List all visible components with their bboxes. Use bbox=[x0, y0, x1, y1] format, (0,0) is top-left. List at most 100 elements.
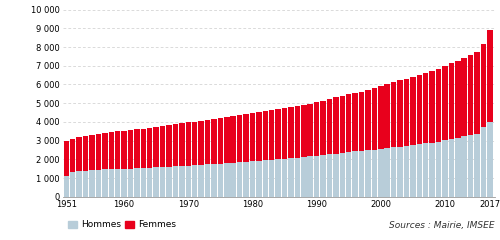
Bar bbox=[128, 168, 133, 197]
Bar bbox=[282, 159, 288, 197]
Bar bbox=[262, 111, 268, 160]
Bar bbox=[205, 120, 210, 164]
Bar bbox=[70, 139, 75, 172]
Bar bbox=[76, 137, 82, 171]
Bar bbox=[70, 172, 75, 197]
Bar bbox=[448, 139, 454, 197]
Bar bbox=[436, 142, 442, 197]
Bar bbox=[256, 112, 262, 161]
Bar bbox=[166, 167, 172, 197]
Bar bbox=[372, 150, 377, 197]
Bar bbox=[172, 124, 178, 166]
Bar bbox=[244, 162, 249, 197]
Bar bbox=[398, 80, 403, 147]
Bar bbox=[179, 123, 184, 166]
Bar bbox=[198, 121, 204, 165]
Bar bbox=[340, 96, 345, 153]
Bar bbox=[276, 109, 281, 159]
Text: Sources : Mairie, IMSEE: Sources : Mairie, IMSEE bbox=[390, 221, 495, 230]
Bar bbox=[346, 94, 352, 152]
Bar bbox=[282, 108, 288, 159]
Bar bbox=[160, 167, 166, 197]
Bar bbox=[244, 114, 249, 162]
Bar bbox=[410, 145, 416, 197]
Bar bbox=[154, 168, 159, 197]
Bar bbox=[147, 128, 152, 168]
Bar bbox=[134, 168, 140, 197]
Bar bbox=[166, 125, 172, 167]
Bar bbox=[378, 149, 384, 197]
Bar bbox=[115, 131, 120, 169]
Bar bbox=[205, 164, 210, 197]
Bar bbox=[462, 136, 467, 197]
Bar bbox=[224, 117, 230, 163]
Bar bbox=[230, 116, 236, 163]
Bar bbox=[474, 133, 480, 197]
Bar bbox=[320, 101, 326, 155]
Legend: Hommes, Femmes: Hommes, Femmes bbox=[64, 217, 180, 233]
Bar bbox=[64, 176, 69, 197]
Bar bbox=[230, 163, 236, 197]
Bar bbox=[359, 92, 364, 151]
Bar bbox=[423, 73, 428, 144]
Bar bbox=[416, 144, 422, 197]
Bar bbox=[384, 148, 390, 197]
Bar bbox=[211, 119, 216, 164]
Bar bbox=[192, 165, 198, 197]
Bar bbox=[326, 154, 332, 197]
Bar bbox=[404, 146, 409, 197]
Bar bbox=[147, 168, 152, 197]
Bar bbox=[378, 86, 384, 149]
Bar bbox=[237, 115, 242, 162]
Bar bbox=[352, 151, 358, 197]
Bar bbox=[404, 79, 409, 146]
Bar bbox=[160, 126, 166, 167]
Bar bbox=[430, 71, 435, 143]
Bar bbox=[442, 66, 448, 140]
Bar bbox=[122, 131, 127, 169]
Bar bbox=[391, 82, 396, 147]
Bar bbox=[487, 121, 492, 197]
Bar bbox=[352, 93, 358, 151]
Bar bbox=[301, 157, 306, 197]
Bar bbox=[398, 147, 403, 197]
Bar bbox=[308, 104, 313, 156]
Bar bbox=[474, 52, 480, 133]
Bar bbox=[128, 130, 133, 168]
Bar bbox=[455, 60, 460, 138]
Bar bbox=[372, 88, 377, 150]
Bar bbox=[224, 163, 230, 197]
Bar bbox=[448, 63, 454, 139]
Bar bbox=[294, 158, 300, 197]
Bar bbox=[333, 154, 338, 197]
Bar bbox=[294, 106, 300, 158]
Bar bbox=[102, 133, 108, 169]
Bar bbox=[154, 127, 159, 168]
Bar bbox=[198, 165, 204, 197]
Bar bbox=[276, 159, 281, 197]
Bar bbox=[172, 166, 178, 197]
Bar bbox=[314, 102, 320, 156]
Bar bbox=[320, 155, 326, 197]
Bar bbox=[365, 90, 370, 150]
Bar bbox=[186, 166, 191, 197]
Bar bbox=[140, 168, 146, 197]
Bar bbox=[391, 147, 396, 197]
Bar bbox=[102, 169, 108, 197]
Bar bbox=[96, 134, 101, 170]
Bar bbox=[480, 127, 486, 197]
Bar bbox=[430, 143, 435, 197]
Bar bbox=[186, 122, 191, 166]
Bar bbox=[487, 30, 492, 121]
Bar bbox=[108, 132, 114, 169]
Bar bbox=[423, 144, 428, 197]
Bar bbox=[256, 161, 262, 197]
Bar bbox=[314, 156, 320, 197]
Bar bbox=[288, 107, 294, 158]
Bar bbox=[480, 44, 486, 127]
Bar bbox=[269, 110, 274, 160]
Bar bbox=[90, 170, 94, 197]
Bar bbox=[326, 99, 332, 154]
Bar bbox=[250, 161, 255, 197]
Bar bbox=[301, 105, 306, 157]
